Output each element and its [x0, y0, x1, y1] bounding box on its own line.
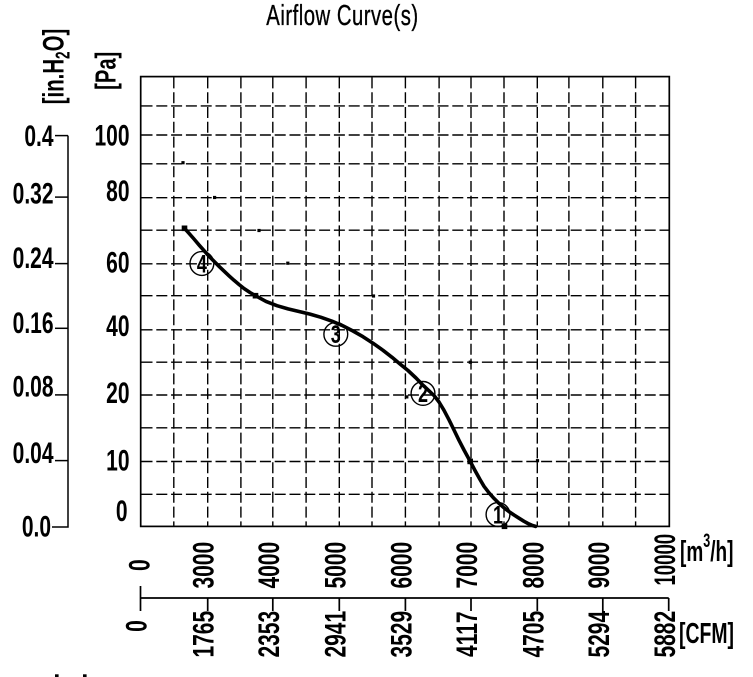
svg-text:6000: 6000 — [386, 542, 418, 589]
svg-text:1: 1 — [493, 500, 503, 529]
svg-text:4000: 4000 — [253, 542, 285, 589]
svg-text:4: 4 — [197, 249, 207, 278]
svg-text:0.0: 0.0 — [22, 511, 51, 543]
svg-text:1765: 1765 — [188, 611, 220, 658]
svg-text:[CFM]: [CFM] — [679, 618, 734, 650]
svg-text:5882: 5882 — [650, 611, 682, 658]
svg-text:0: 0 — [121, 620, 153, 632]
svg-text:7000: 7000 — [452, 542, 484, 589]
svg-text:20: 20 — [106, 377, 129, 409]
svg-text:8000: 8000 — [518, 542, 550, 589]
svg-text:0: 0 — [116, 495, 128, 527]
svg-text:10: 10 — [106, 445, 129, 477]
svg-text:4705: 4705 — [518, 611, 550, 658]
svg-text:Airflow Curve(s): Airflow Curve(s) — [266, 1, 418, 32]
svg-text:10000: 10000 — [649, 534, 683, 586]
svg-text:[Pa]: [Pa] — [91, 52, 122, 90]
svg-text:3000: 3000 — [188, 542, 220, 589]
svg-text:0.16: 0.16 — [13, 308, 54, 340]
svg-text:0.32: 0.32 — [13, 178, 54, 210]
svg-text:40: 40 — [106, 310, 129, 342]
svg-text:[in.H2O]: [in.H2O] — [38, 29, 74, 105]
svg-text:0: 0 — [124, 559, 156, 571]
svg-text:0.08: 0.08 — [13, 371, 54, 403]
svg-text:80: 80 — [106, 176, 129, 208]
svg-text:2941: 2941 — [320, 611, 352, 658]
svg-text:60: 60 — [106, 247, 129, 279]
svg-text:3529: 3529 — [386, 611, 418, 658]
svg-text:4117: 4117 — [452, 611, 484, 657]
svg-text:3: 3 — [331, 320, 341, 349]
svg-text:9000: 9000 — [583, 542, 615, 589]
svg-text:5294: 5294 — [583, 610, 615, 657]
svg-text:0.24: 0.24 — [13, 242, 54, 274]
svg-text:2: 2 — [418, 379, 428, 408]
svg-text:5000: 5000 — [320, 542, 352, 589]
svg-text:100: 100 — [94, 120, 129, 152]
svg-text:0.4: 0.4 — [24, 120, 54, 152]
svg-text:2353: 2353 — [253, 611, 285, 658]
svg-text:0.04: 0.04 — [13, 437, 54, 469]
